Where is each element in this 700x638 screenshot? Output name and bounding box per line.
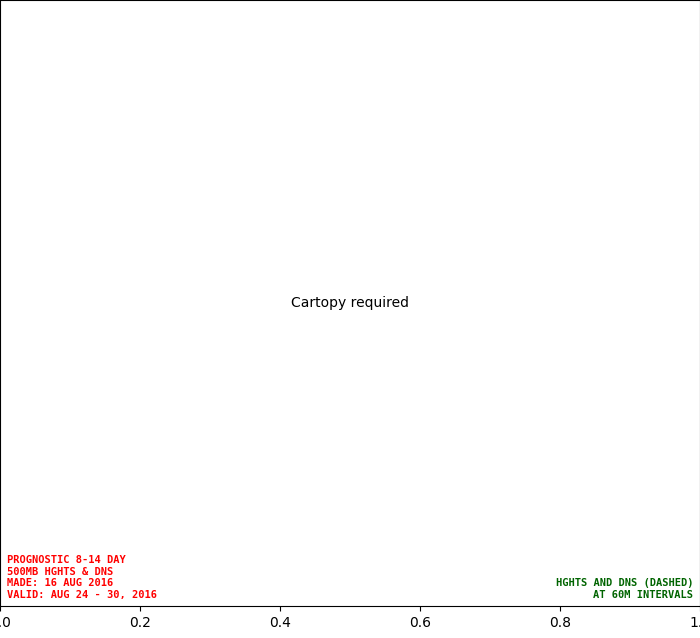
Text: HGHTS AND DNS (DASHED)
AT 60M INTERVALS: HGHTS AND DNS (DASHED) AT 60M INTERVALS (556, 579, 693, 600)
Text: Cartopy required: Cartopy required (291, 296, 409, 310)
Text: PROGNOSTIC 8-14 DAY
500MB HGHTS & DNS
MADE: 16 AUG 2016
VALID: AUG 24 - 30, 2016: PROGNOSTIC 8-14 DAY 500MB HGHTS & DNS MA… (7, 555, 157, 600)
